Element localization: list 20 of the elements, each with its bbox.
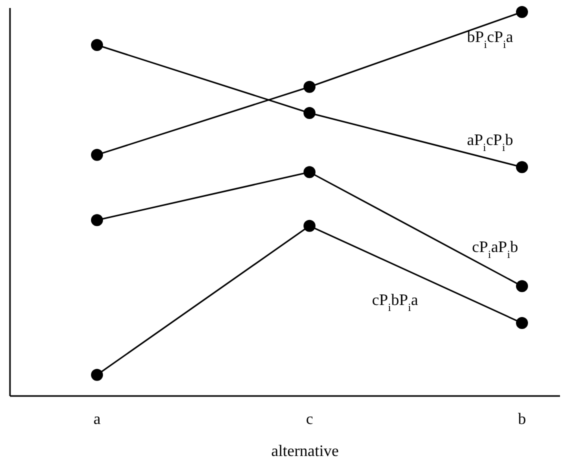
series-label: cP$_{i}$aP$_{i}$b: [472, 239, 518, 262]
point: [304, 166, 316, 178]
series-label: bP$_{i}$cP$_{i}$a: [467, 29, 514, 51]
series-label: cP$_{i}$bP$_{i}$a: [372, 292, 418, 314]
series-label: aP$_{i}$cP$_{i}$b: [467, 132, 514, 154]
point: [516, 317, 528, 330]
point: [516, 6, 528, 18]
point: [91, 39, 103, 52]
point: [91, 148, 103, 161]
x-axis-title: alternative: [271, 443, 339, 460]
point: [516, 280, 528, 292]
x-tick-label: b: [518, 411, 526, 428]
x-tick-label: a: [93, 411, 101, 428]
point: [91, 214, 103, 226]
point: [304, 220, 316, 232]
point: [516, 161, 528, 174]
point: [304, 106, 316, 119]
point: [304, 80, 316, 93]
x-tick-label: c: [306, 411, 314, 428]
point: [91, 368, 103, 381]
